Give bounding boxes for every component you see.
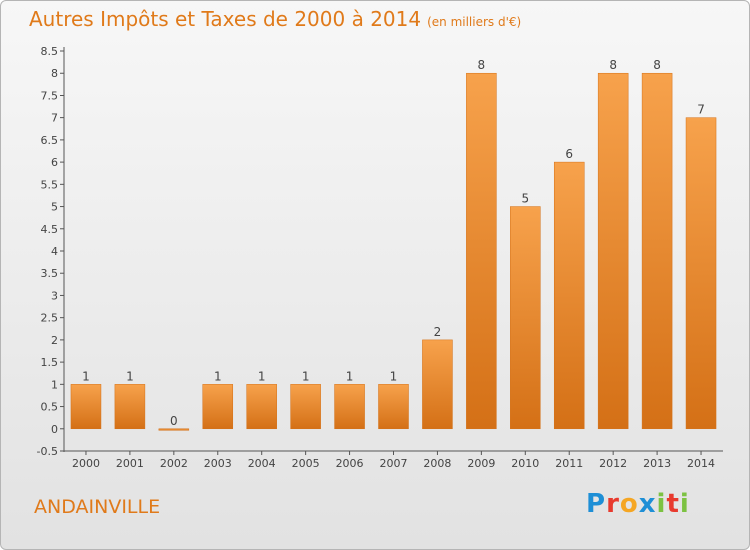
logo-letter: x (638, 489, 657, 519)
y-tick-label: 5 (51, 201, 58, 214)
bar (641, 72, 673, 430)
bar (290, 384, 321, 430)
bar (685, 117, 717, 430)
y-tick-label: 3 (51, 289, 58, 302)
bar (553, 161, 585, 430)
x-tick-label: 2006 (336, 457, 364, 470)
y-tick-label: 2 (51, 334, 58, 347)
bar (246, 384, 277, 430)
x-tick-label: 2002 (160, 457, 188, 470)
y-tick-label: 3.5 (41, 267, 59, 280)
bar-value-label: 7 (697, 103, 705, 117)
logo-letter: t (666, 489, 680, 519)
bar (158, 428, 190, 431)
x-tick-label: 2000 (72, 457, 100, 470)
bar (202, 384, 234, 430)
x-tick-label: 2012 (599, 457, 627, 470)
bar-value-label: 1 (390, 369, 398, 383)
y-tick-label: 0 (51, 423, 58, 436)
bar-value-label: 1 (346, 369, 354, 383)
logo-letter: r (606, 489, 620, 519)
bar-value-label: 8 (653, 58, 661, 72)
x-tick-label: 2004 (248, 457, 276, 470)
bar-value-label: 5 (521, 192, 529, 206)
bar-value-label: 8 (478, 58, 486, 72)
x-tick-label: 2010 (511, 457, 539, 470)
bar (466, 72, 497, 430)
x-tick-label: 2005 (292, 457, 320, 470)
unit-label: (en milliers d'€) (427, 15, 522, 29)
y-tick-label: 4.5 (41, 223, 59, 236)
bar (510, 206, 541, 430)
bar-value-label: 8 (609, 58, 617, 72)
bar-value-label: 0 (170, 414, 178, 428)
bar (597, 72, 629, 430)
y-tick-label: 6 (51, 156, 58, 169)
logo-letter: i (656, 489, 667, 519)
x-tick-label: 2007 (380, 457, 408, 470)
logo-letter: i (679, 489, 690, 519)
bar (378, 384, 409, 430)
bar-value-label: 1 (258, 369, 266, 383)
bar-value-label: 6 (565, 147, 573, 161)
x-tick-label: 2001 (116, 457, 144, 470)
bar-value-label: 1 (82, 369, 90, 383)
logo-letter: o (619, 489, 639, 519)
y-tick-label: 2.5 (41, 312, 59, 325)
x-tick-label: 2009 (467, 457, 495, 470)
y-tick-label: 5.5 (41, 178, 59, 191)
bar-value-label: 2 (434, 325, 442, 339)
bar-value-label: 1 (126, 369, 134, 383)
y-tick-label: 8.5 (41, 45, 59, 58)
bar (334, 384, 365, 430)
y-tick-label: 6.5 (41, 134, 59, 147)
y-tick-label: 4 (51, 245, 58, 258)
y-tick-label: 7 (51, 112, 58, 125)
bar (70, 384, 102, 430)
chart-title: Autres Impôts et Taxes de 2000 à 2014 (en… (29, 7, 521, 31)
y-tick-label: 1.5 (41, 356, 59, 369)
commune-name: ANDAINVILLE (34, 496, 161, 518)
y-tick-label: 8 (51, 67, 58, 80)
title-text: Autres Impôts et Taxes de 2000 à 2014 (29, 7, 422, 31)
bar (114, 384, 146, 430)
bar (422, 339, 453, 430)
y-tick-label: -0.5 (37, 445, 58, 458)
x-tick-label: 2011 (555, 457, 583, 470)
bar-value-label: 1 (302, 369, 310, 383)
y-tick-label: 0.5 (41, 401, 59, 414)
y-tick-label: 7.5 (41, 89, 59, 102)
x-tick-label: 2003 (204, 457, 232, 470)
proxiti-logo: Proxiti (586, 489, 690, 519)
x-tick-label: 2013 (643, 457, 671, 470)
x-tick-label: 2014 (687, 457, 715, 470)
x-tick-label: 2008 (423, 457, 451, 470)
y-tick-label: 1 (51, 378, 58, 391)
logo-letter: P (586, 489, 607, 519)
bar-value-label: 1 (214, 369, 222, 383)
